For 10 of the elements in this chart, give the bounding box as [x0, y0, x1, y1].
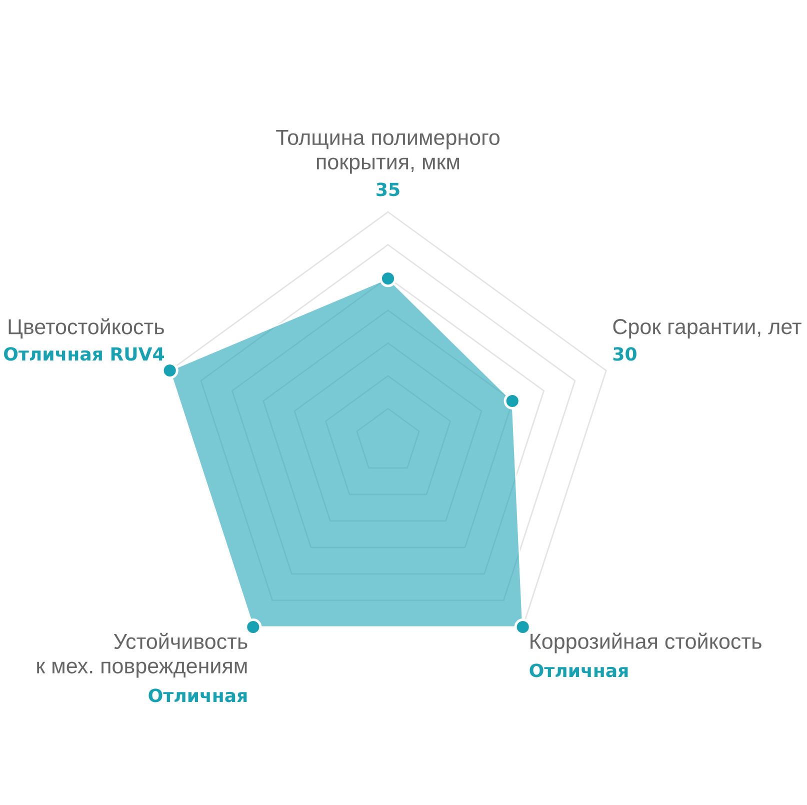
spoke-label: Толщина полимерного покрытия, мкм: [276, 130, 500, 174]
text: 30: [613, 347, 636, 361]
text: Отличная RUV4: [4, 347, 164, 361]
spoke-label: Срок гарантии, лет: [613, 319, 802, 339]
text: Отличная: [148, 688, 247, 702]
text: Отличная: [530, 664, 628, 678]
text: 35: [376, 182, 400, 196]
spoke-label: Коррозийная стойкость: [530, 632, 762, 654]
spoke-label: Устойчивость к мех. повреждениям: [37, 632, 248, 678]
spoke-label: Цветостойкость: [8, 318, 164, 338]
